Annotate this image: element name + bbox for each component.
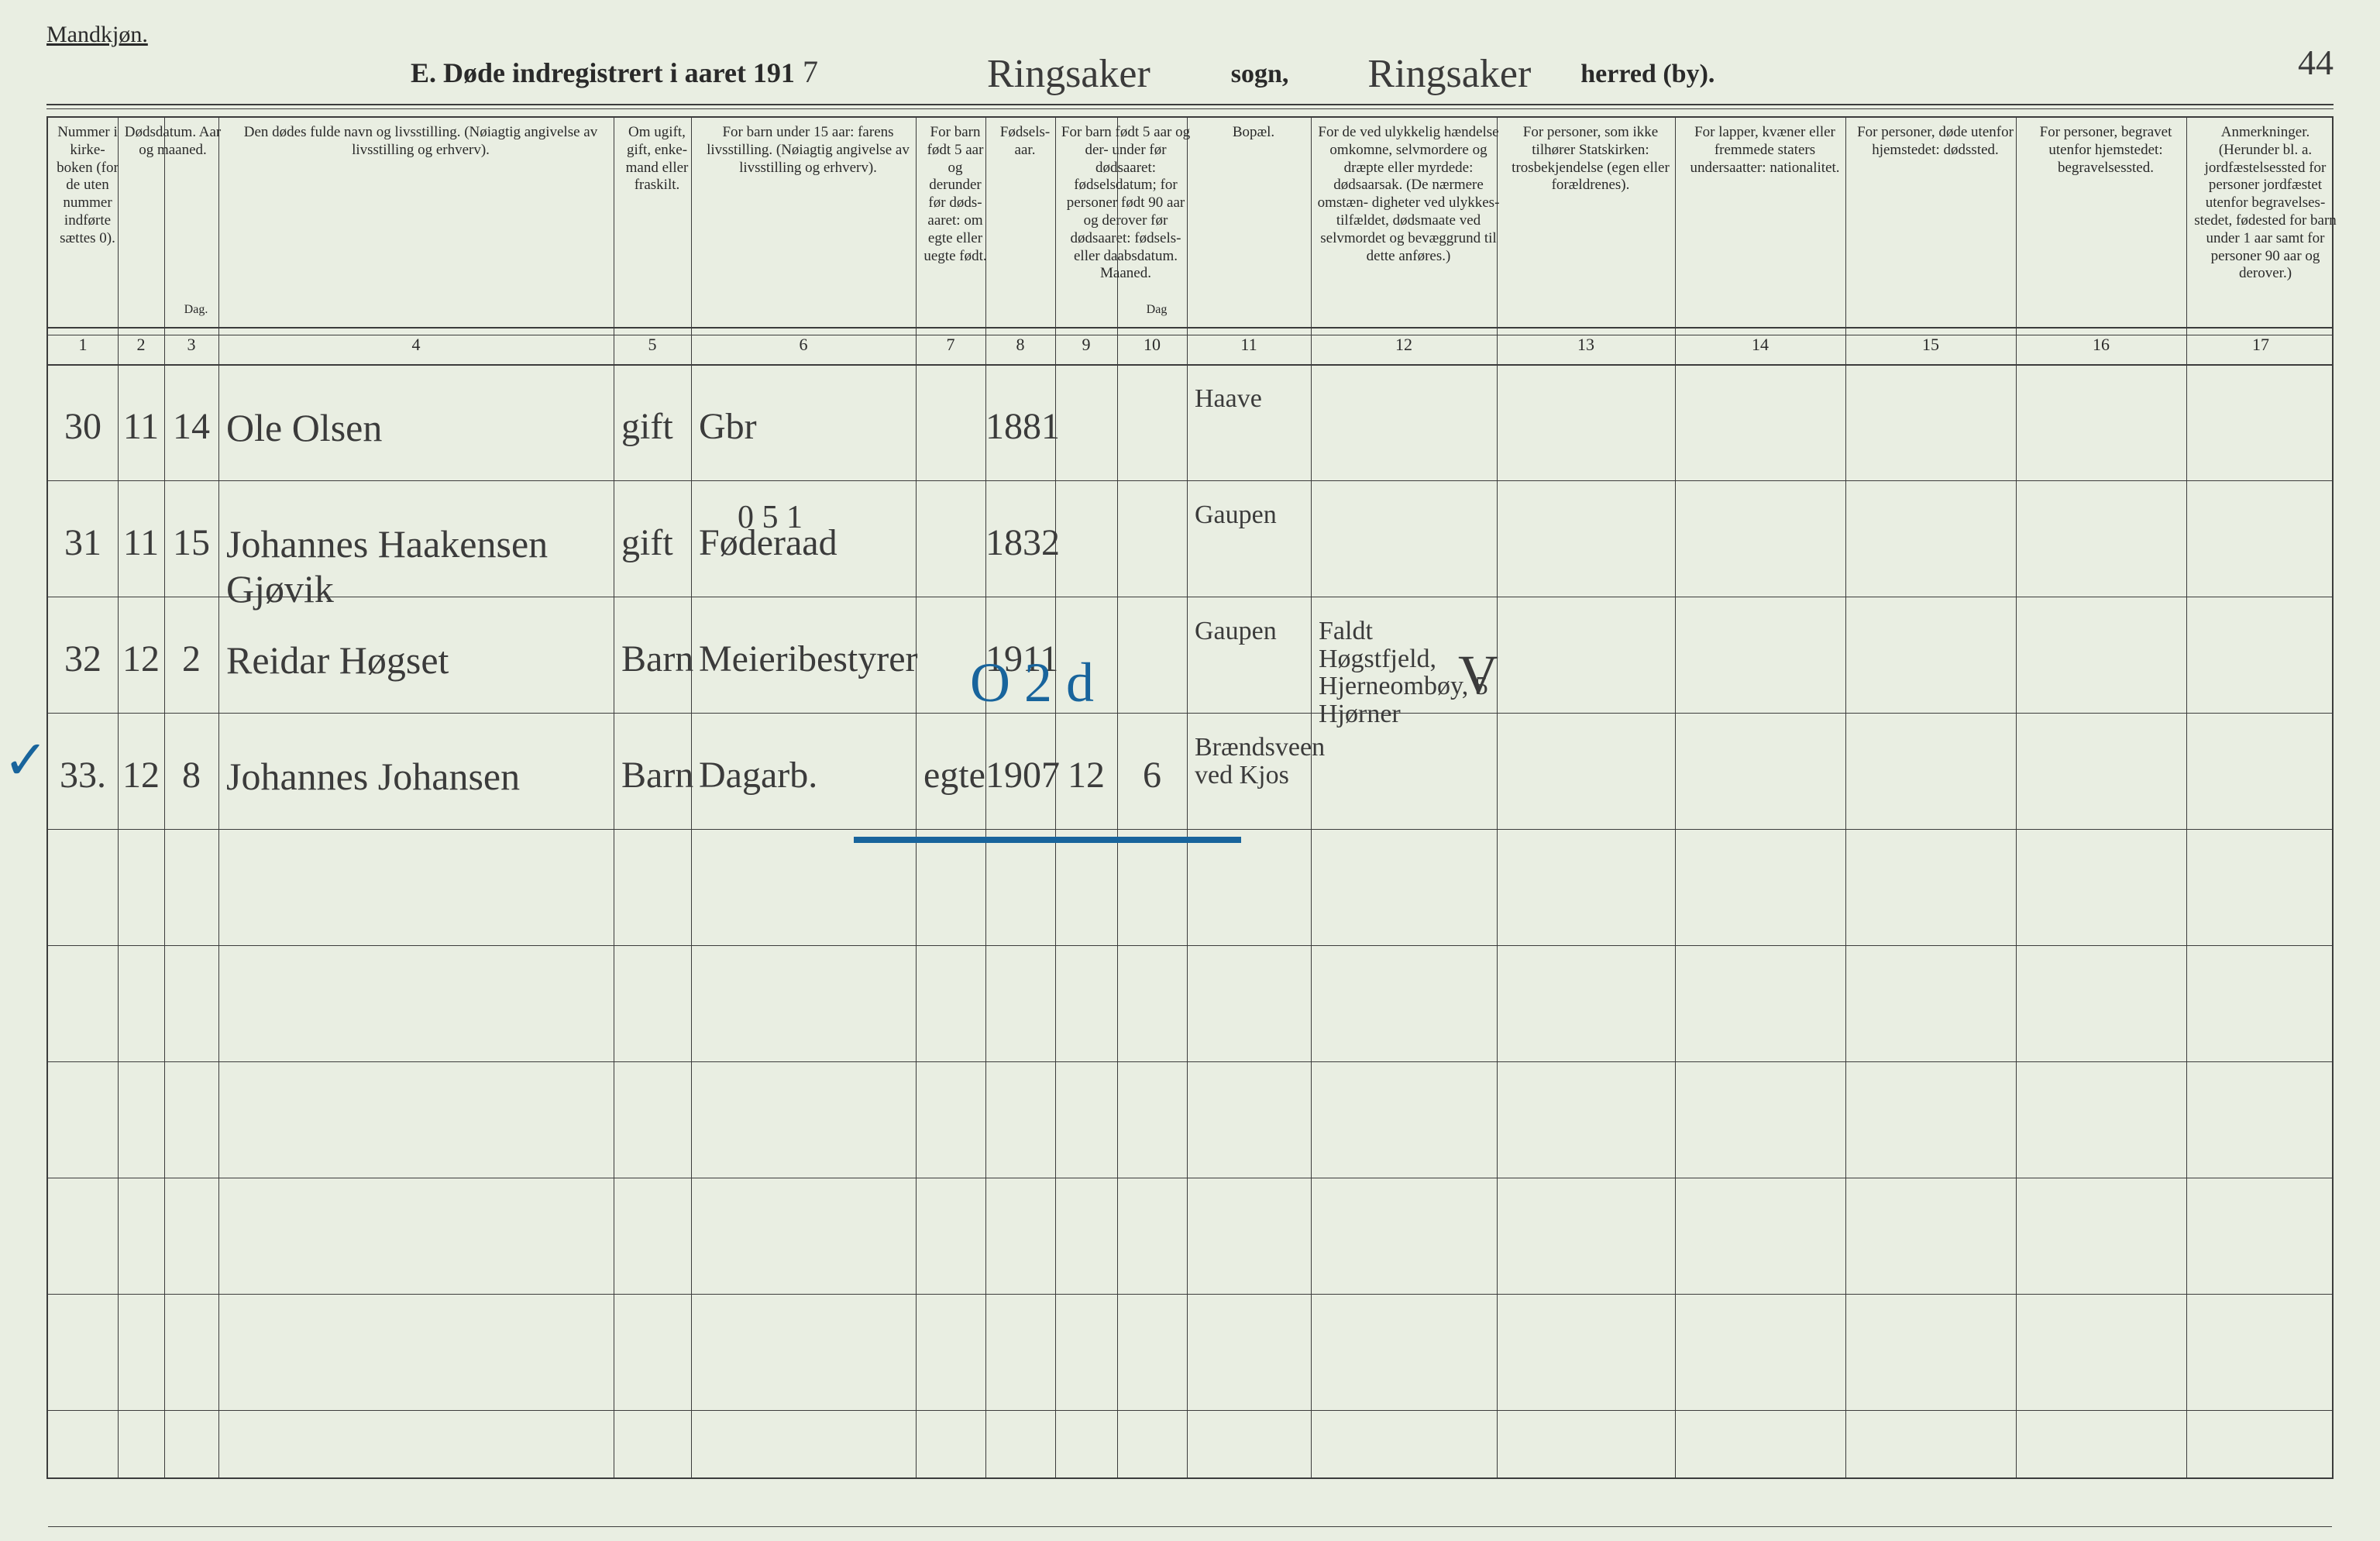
- column-number: 12: [1311, 335, 1497, 355]
- table-cell: 6: [1117, 754, 1187, 796]
- table-cell: 32: [48, 638, 118, 680]
- table-cell: 33.: [48, 754, 118, 796]
- header-cell: Anmerkninger. (Herunder bl. a. jordfæste…: [2186, 118, 2344, 339]
- header-subcell-dag: Dag.: [164, 296, 228, 323]
- header-cell: Nummer i kirke- boken (for de uten numme…: [48, 118, 127, 339]
- row-rule: [48, 945, 2332, 946]
- column-number: 4: [218, 335, 614, 355]
- table-cell: 11: [118, 521, 164, 564]
- table-cell: Reidar Høgset: [226, 638, 610, 683]
- table-cell: Barn: [621, 638, 688, 680]
- herred-handwritten: Ringsaker: [1367, 51, 1531, 97]
- table-cell: 14: [164, 405, 218, 448]
- column-number: 7: [916, 335, 985, 355]
- table-cell: egte: [923, 754, 982, 796]
- header-cell: For personer, døde utenfor hjemstedet: d…: [1845, 118, 2025, 339]
- annotation-blue-02d: O 2 d: [970, 651, 1094, 715]
- table-cell: 8: [164, 754, 218, 796]
- header-cell: For personer, begravet utenfor hjemstede…: [2016, 118, 2196, 339]
- table-cell: Johannes Johansen: [226, 754, 610, 799]
- register-table: Nummer i kirke- boken (for de uten numme…: [46, 116, 2334, 1479]
- title-print: E. Døde indregistrert i aaret 191: [411, 57, 795, 89]
- page-margin: E. Døde indregistrert i aaret 191 7 Ring…: [46, 31, 2334, 1510]
- checkmark-icon: ✓: [3, 728, 49, 792]
- column-number: 1: [48, 335, 118, 355]
- table-cell: 15: [164, 521, 218, 564]
- column-number: 14: [1675, 335, 1845, 355]
- column-number: 3: [164, 335, 218, 355]
- title-year-hand: 7: [803, 53, 818, 90]
- table-cell: Gaupen: [1195, 617, 1308, 645]
- table-cell: Johannes Haakensen Gjøvik: [226, 521, 610, 611]
- header-cell: Fødsels- aar.: [985, 118, 1064, 339]
- rule-top-thick: [46, 104, 2334, 105]
- table-cell: Meieribestyrer: [699, 638, 913, 680]
- table-cell: Dagarb.: [699, 754, 913, 796]
- table-cell: 30: [48, 405, 118, 448]
- table-cell: Gaupen: [1195, 501, 1308, 529]
- column-number: 16: [2016, 335, 2186, 355]
- row-rule: [48, 1410, 2332, 1411]
- header-cell: For personer, som ikke tilhører Statskir…: [1497, 118, 1684, 339]
- header-cell: Om ugift, gift, enke- mand eller fraskil…: [614, 118, 700, 339]
- column-number: 6: [691, 335, 916, 355]
- table-cell: Føderaad: [699, 521, 913, 564]
- row-rule: [48, 1294, 2332, 1295]
- table-cell: gift: [621, 521, 688, 564]
- header-subcell-fdag: Dag: [1117, 296, 1196, 323]
- sogn-handwritten: Ringsaker: [987, 51, 1150, 97]
- header-cell: Bopæl.: [1187, 118, 1320, 339]
- annotation-051: 0 5 1: [738, 499, 803, 536]
- row-rule: [48, 1061, 2332, 1062]
- title-bar: E. Døde indregistrert i aaret 191 7 Ring…: [46, 46, 2334, 99]
- column-number-strip: 1234567891011121314151617: [48, 335, 2332, 361]
- column-number: 5: [614, 335, 691, 355]
- table-cell: 1881: [985, 405, 1055, 448]
- page-number: 44: [2298, 42, 2334, 83]
- register-sheet: Mandkjøn. E. Døde indregistrert i aaret …: [0, 0, 2380, 1541]
- annotation-blue-underline: [854, 837, 1241, 843]
- h-rule: [48, 364, 2332, 366]
- column-number: 10: [1117, 335, 1187, 355]
- table-cell: Barn: [621, 754, 688, 796]
- header-cell: For de ved ulykkelig hændelse omkomne, s…: [1311, 118, 1506, 339]
- table-cell: Ole Olsen: [226, 405, 610, 450]
- row-rule: [48, 1526, 2332, 1527]
- rule-top-thin: [46, 108, 2334, 109]
- column-number: 15: [1845, 335, 2016, 355]
- table-cell: Brændsveen ved Kjos: [1195, 734, 1308, 789]
- table-cell: 31: [48, 521, 118, 564]
- column-number: 11: [1187, 335, 1311, 355]
- column-number: 8: [985, 335, 1055, 355]
- table-cell: Gbr: [699, 405, 913, 448]
- header-cell: For lapper, kvæner eller fremmede stater…: [1675, 118, 1855, 339]
- table-cell: gift: [621, 405, 688, 448]
- column-number: 2: [118, 335, 164, 355]
- herred-label: herred (by).: [1580, 60, 1714, 89]
- row-rule: [48, 480, 2332, 481]
- table-cell: Haave: [1195, 385, 1308, 413]
- table-cell: 2: [164, 638, 218, 680]
- header-cell: Den dødes fulde navn og livsstilling. (N…: [218, 118, 623, 339]
- table-cell: 1832: [985, 521, 1055, 564]
- annotation-tally-v: V: [1458, 643, 1498, 707]
- row-rule: [48, 829, 2332, 830]
- column-number: 9: [1055, 335, 1117, 355]
- table-cell: 12: [118, 638, 164, 680]
- table-cell: 12: [1055, 754, 1117, 796]
- h-rule: [48, 327, 2332, 328]
- table-cell: 11: [118, 405, 164, 448]
- column-number: 13: [1497, 335, 1675, 355]
- header-cell: For barn født 5 aar og derunder før døds…: [916, 118, 995, 339]
- column-number: 17: [2186, 335, 2335, 355]
- table-cell: 1907: [985, 754, 1055, 796]
- table-cell: 12: [118, 754, 164, 796]
- header-cell: For barn under 15 aar: farens livsstilli…: [691, 118, 925, 339]
- row-rule: [48, 713, 2332, 714]
- sogn-label: sogn,: [1231, 60, 1289, 89]
